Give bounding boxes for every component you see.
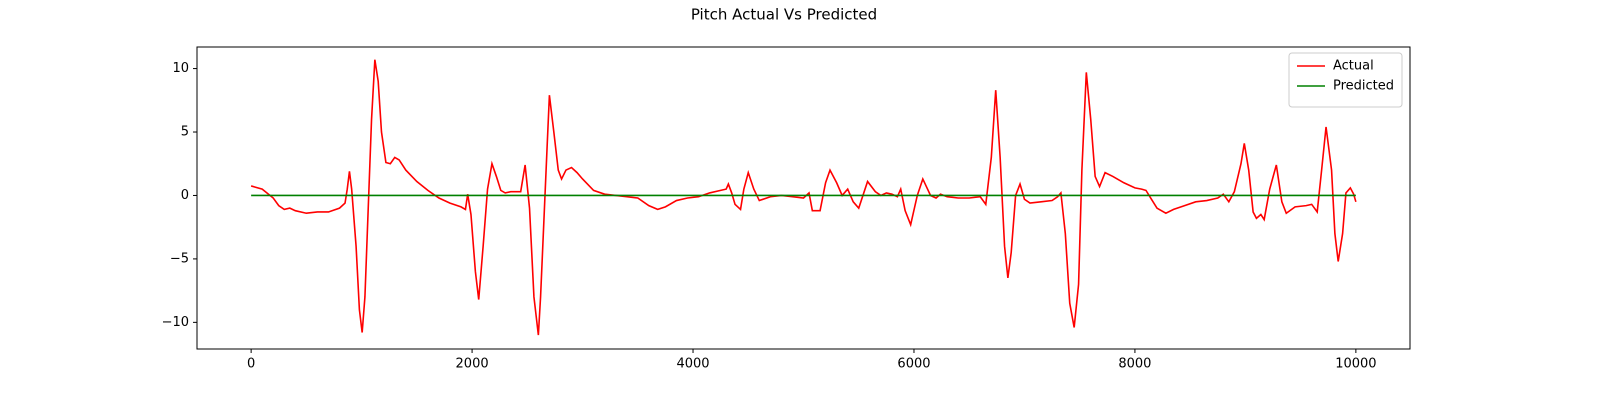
series-line	[250, 59, 1357, 336]
x-tick-label: 4000	[676, 357, 709, 372]
y-tick-label: 10	[172, 61, 189, 76]
x-tick-label: 10000	[1335, 357, 1376, 372]
y-tick-label: −10	[162, 315, 189, 330]
x-tick-label: 2000	[456, 357, 489, 372]
legend-label: Predicted	[1333, 79, 1394, 94]
y-tick-label: 0	[181, 188, 189, 203]
plot-frame	[196, 46, 1411, 350]
y-tick-label: 5	[181, 125, 189, 140]
y-tick-label: −5	[170, 251, 189, 266]
x-tick-label: 0	[247, 357, 255, 372]
x-tick-label: 6000	[897, 357, 930, 372]
chart-title: Pitch Actual Vs Predicted	[691, 6, 877, 24]
legend-label: Actual	[1333, 59, 1374, 74]
x-tick-label: 8000	[1118, 357, 1151, 372]
